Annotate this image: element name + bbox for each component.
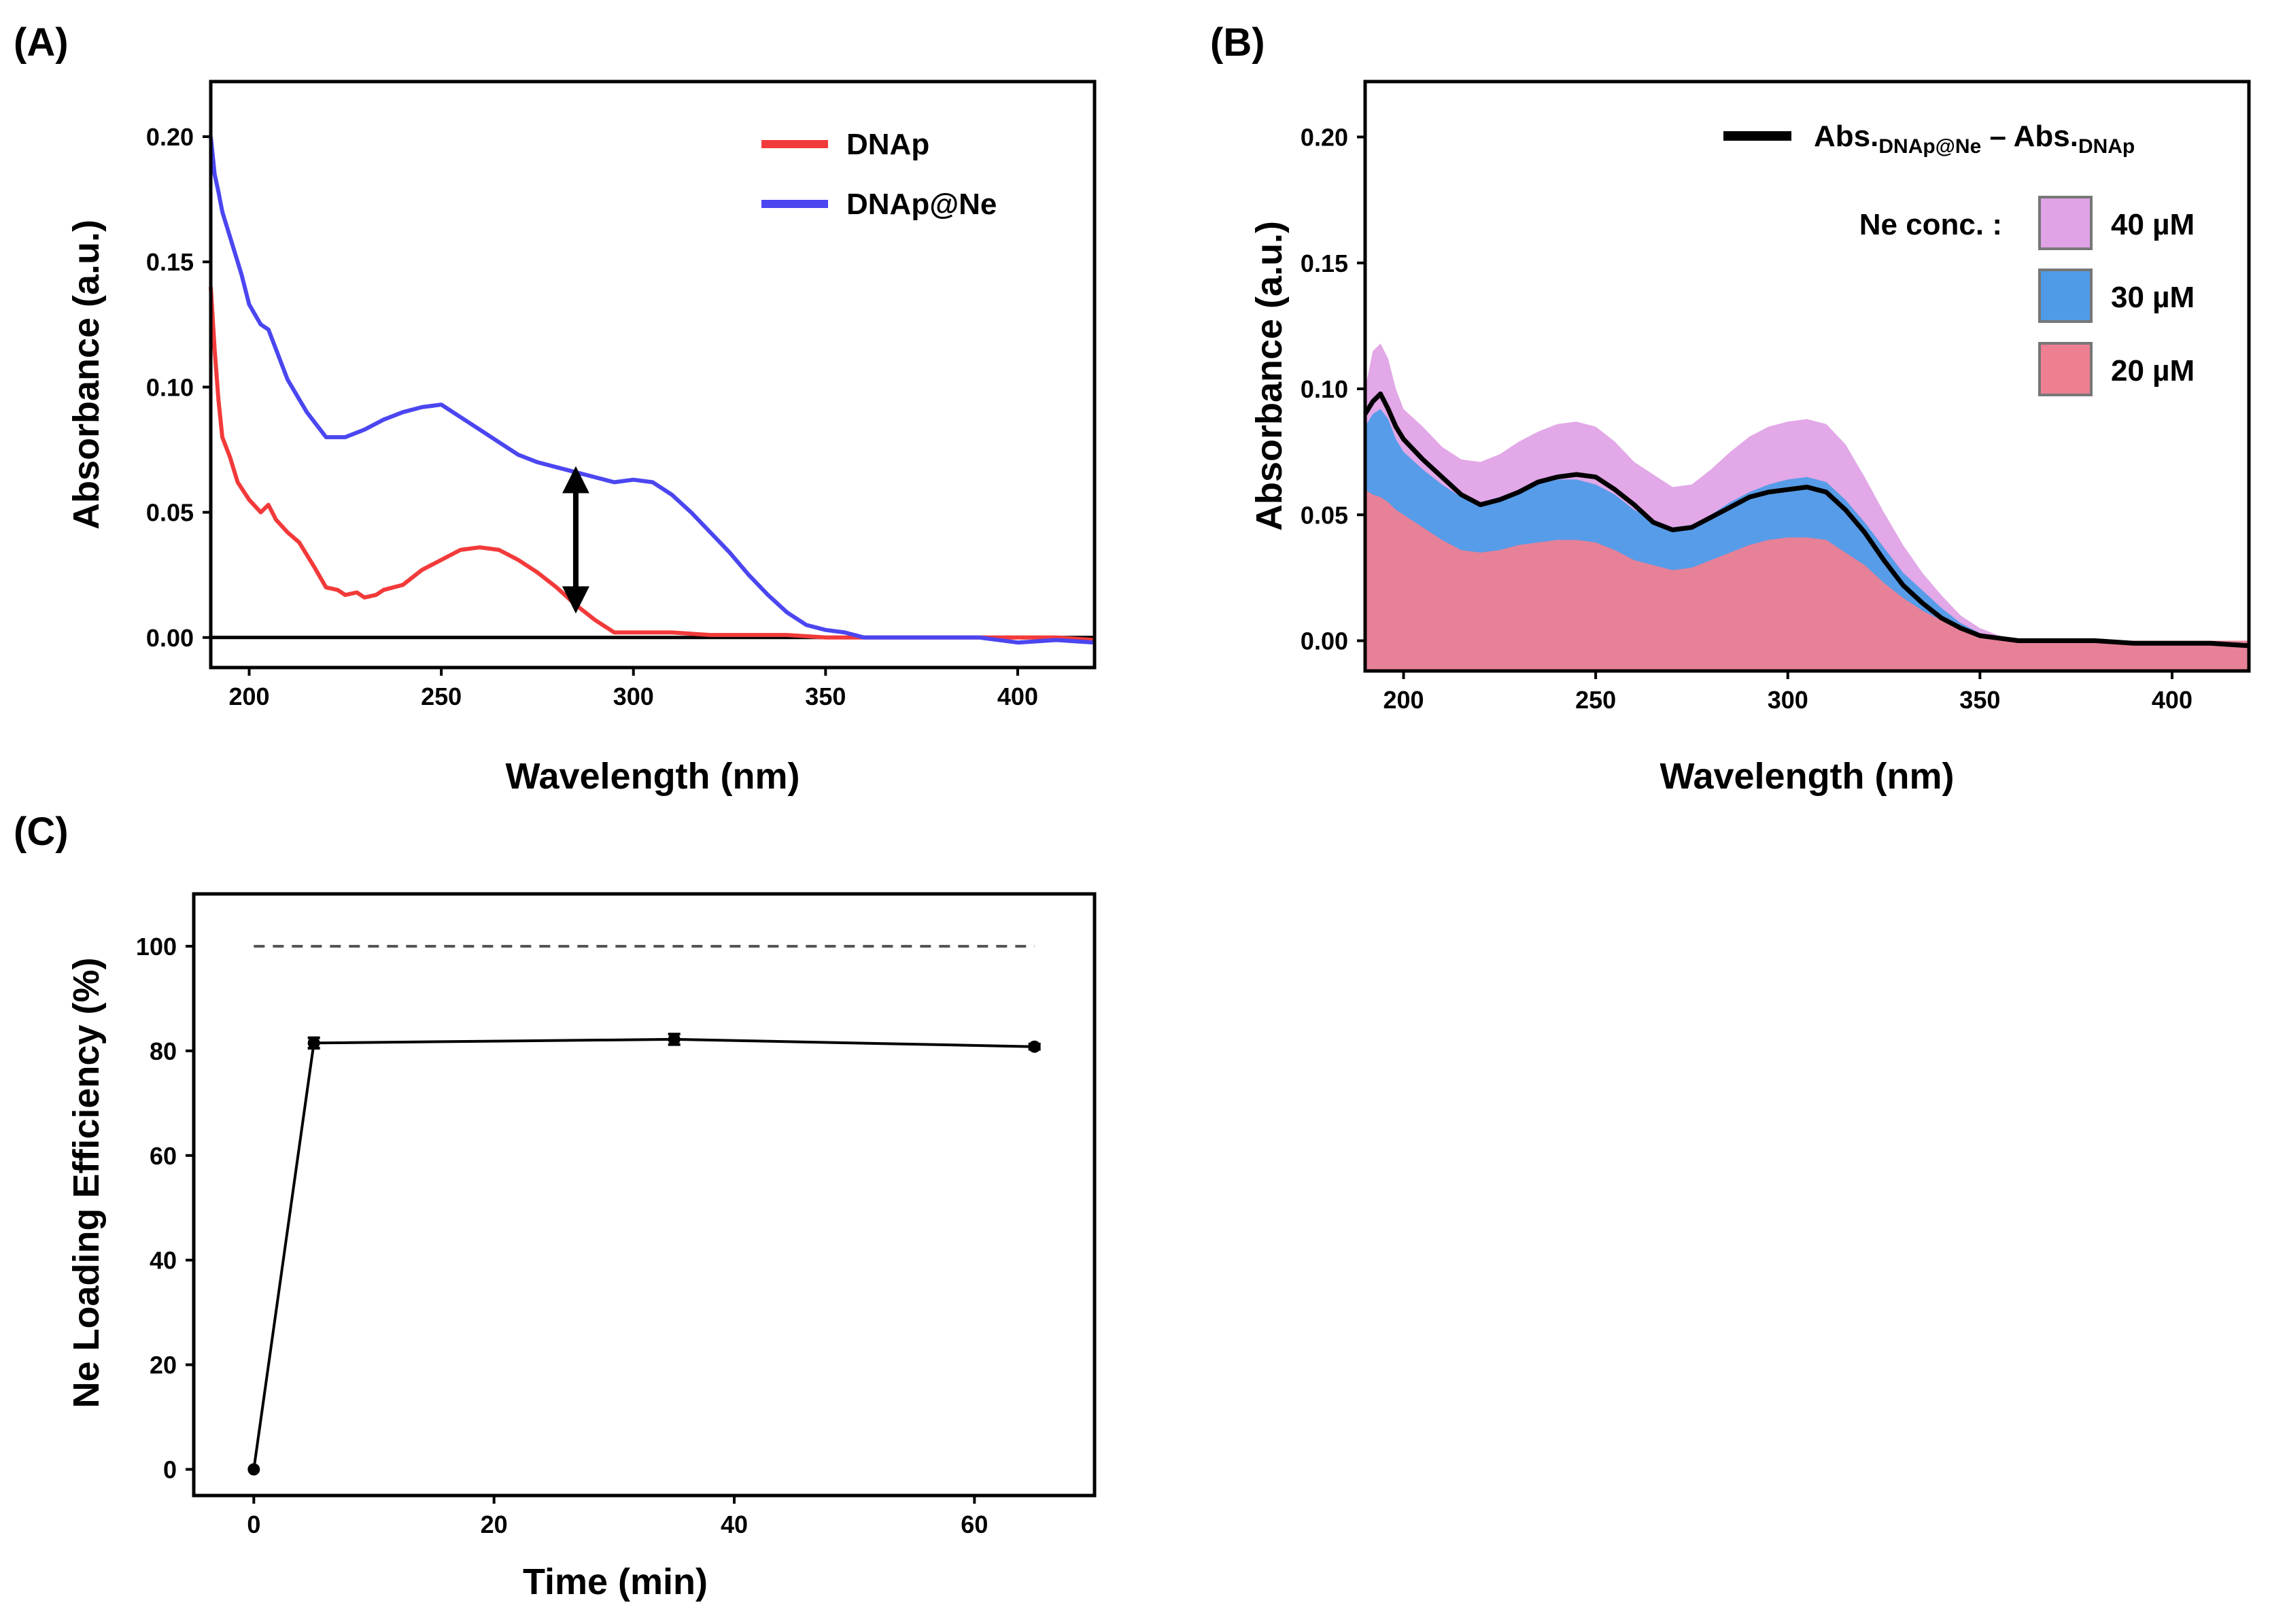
panel-a-xtick-label: 250 [421,683,462,710]
legend-swatch-20um [2038,342,2093,396]
panel-b-area [1365,489,2249,671]
panel-a: (A) 200 250 300 350 4000.000.050.100.150.20 … [14,20,1097,797]
legend-label-difference: Abs.DNAp@Ne – Abs.DNAp [1814,120,2135,158]
panel-c-ytick-label: 20 [150,1351,177,1379]
panel-c-ytick-label: 40 [150,1247,177,1275]
panel-a-series [209,136,1095,645]
panel-a-series-line [209,286,1095,642]
panel-a-xtick-label: 400 [997,683,1038,710]
panel-a-xlabel: Wavelength (nm) [505,756,799,797]
panel-b-xtick-label: 400 [2152,686,2192,714]
panel-b-axes: 200 250 300 350 400 0.00 0.05 0.10 0.15 0.20 [1301,124,2192,714]
difference-sub-2: DNAp [2078,135,2135,158]
panel-c-xtick-label: 40 [721,1510,748,1538]
panel-b-label: (B) [1210,20,1265,65]
panel-b-legend: Abs.DNAp@Ne – Abs.DNAp Ne conc. : 40 µM … [1723,120,2195,396]
panel-c-xtick-label: 0 [247,1510,260,1538]
panel-c-label: (C) [14,810,69,854]
legend-label-40um: 40 µM [2111,208,2195,241]
panel-b-ylabel: Absorbance (a.u.) [1249,221,1290,531]
difference-prefix: Abs. [1814,120,1878,153]
panel-a-ytick-label: 0.15 [146,248,194,276]
legend-label-dnap-ne: DNAp@Ne [846,188,997,221]
panel-c-series-line [252,1037,1035,1470]
panel-a-xtick-label: 200 [228,683,269,710]
panel-b-difference-line [1363,391,2250,649]
panel-c-xtick-label: 60 [961,1510,988,1538]
panel-a-frame [209,80,1097,670]
legend-label-20um: 20 µM [2111,354,2195,387]
legend-label-dnap: DNAp [846,128,929,161]
difference-sub-1: DNAp@Ne [1878,135,1981,158]
legend-label-30um: 30 µM [2111,281,2195,314]
panel-c-ytick-label: 100 [136,933,177,961]
panel-b-ytick-label: 0.10 [1301,375,1348,403]
legend-swatch-30um [2038,269,2093,323]
panel-c-data-point [247,1463,260,1476]
panel-a-ytick-label: 0.10 [146,373,194,401]
difference-middle: – Abs. [1981,120,2078,153]
legend-swatch-40um [2038,196,2093,250]
panel-b-series [1363,343,2250,671]
panel-a-series-line [209,136,1095,645]
panel-c-ytick-label: 80 [150,1037,177,1065]
panel-b-ytick-label: 0.00 [1301,627,1348,655]
panel-a-xtick-label: 350 [805,683,846,710]
panel-b-xtick-label: 300 [1768,686,1808,714]
panel-c-data-point [307,1037,320,1050]
panel-c-data-point [668,1033,681,1046]
panel-b-ytick-label: 0.20 [1301,124,1348,152]
panel-c-xlabel: Time (min) [523,1561,708,1602]
panel-a-ytick-label: 0.05 [146,499,194,527]
panel-b-ytick-label: 0.05 [1301,501,1348,529]
legend-title-ne-conc: Ne conc. : [1859,208,2002,241]
panel-c-ylabel: Ne Loading Efficiency (%) [66,957,107,1408]
panel-a-label: (A) [14,20,69,65]
panel-c-ytick-label: 60 [150,1142,177,1170]
panel-b: (B) 200 250 300 350 4000.000.050.100.150.20 … [1210,20,2251,797]
panel-c-xtick-label: 20 [481,1510,508,1538]
panel-b-frame [1363,80,2251,673]
panel-b-xlabel: Wavelength (nm) [1659,756,1954,797]
panel-a-ytick-label: 0.20 [146,123,194,151]
panel-c-series [247,944,1041,1476]
panel-b-xtick-label: 200 [1383,686,1424,714]
panel-a-xtick-label: 300 [613,683,654,710]
panel-a-ytick-label: 0.00 [146,624,194,652]
panel-c-frame [192,892,1097,1498]
panel-b-xtick-label: 250 [1575,686,1616,714]
panel-c-ytick-label: 0 [163,1456,177,1484]
panel-b-ytick-label: 0.15 [1301,249,1348,277]
panel-c-data-point [1028,1040,1041,1053]
panel-a-legend: DNAp DNAp@Ne [761,128,997,221]
panel-c-axes: 0 20 40 60 0 20 40 60 80 100 [136,933,988,1538]
panel-a-ylabel: Absorbance (a.u.) [66,220,107,530]
panel-c: (C) 0 20 40 60 0 20 40 60 80 100 Time (min) Ne Lo… [14,810,1097,1602]
panel-a-axes: 200 250 300 350 400 0.00 0.05 0.10 0.15 0.20 [146,123,1038,710]
panel-b-xtick-label: 350 [1959,686,2000,714]
